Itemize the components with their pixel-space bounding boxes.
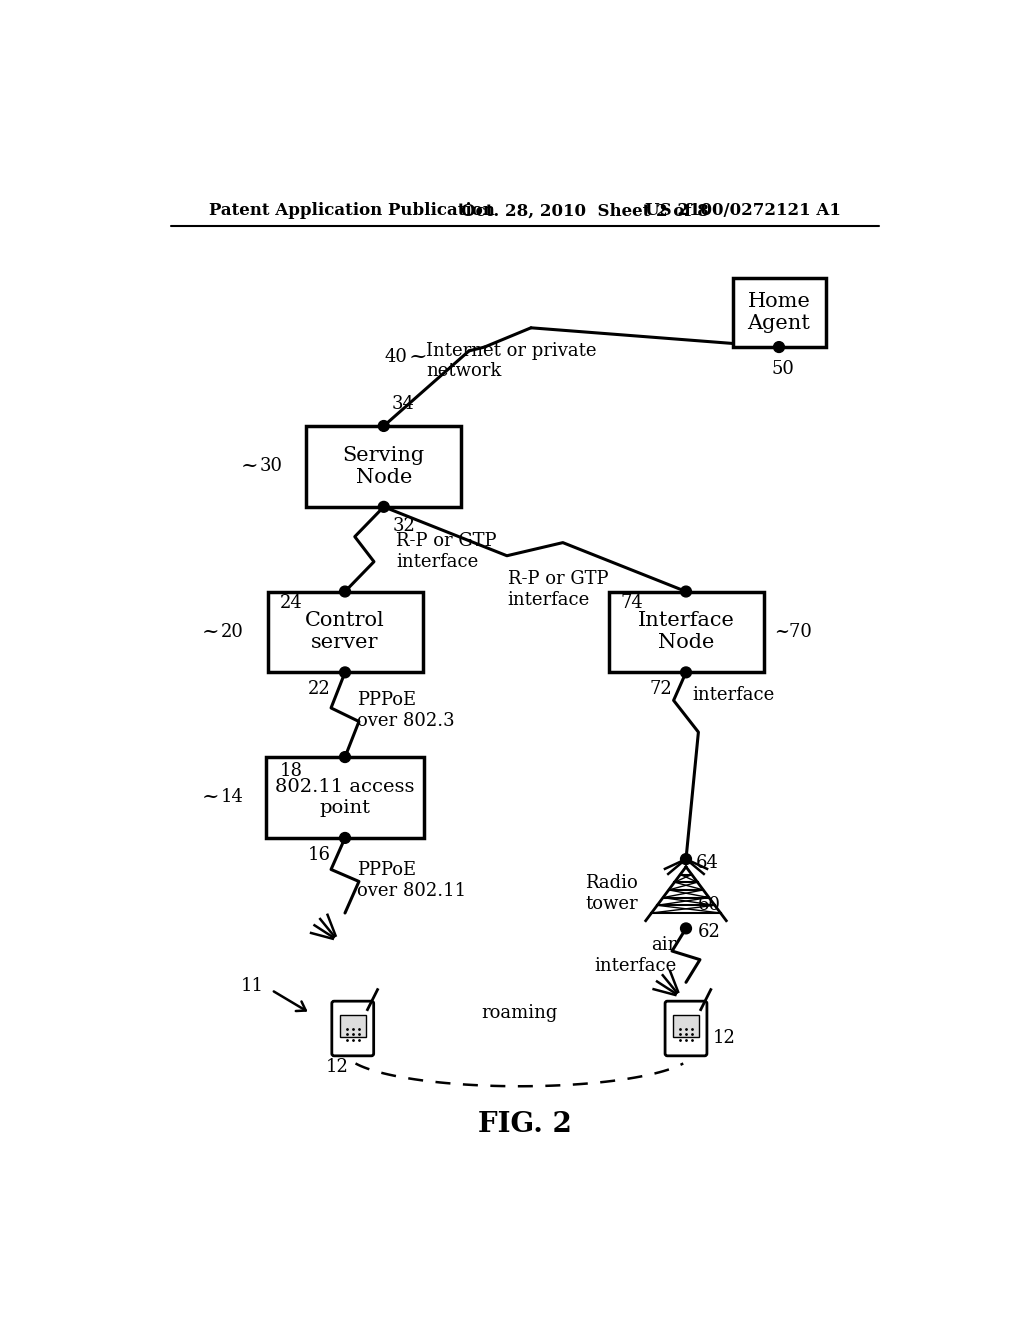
FancyBboxPatch shape <box>665 1001 707 1056</box>
Bar <box>732 277 825 347</box>
Text: 34: 34 <box>391 396 415 413</box>
Text: 30: 30 <box>260 458 283 475</box>
Text: ~: ~ <box>409 346 427 368</box>
Circle shape <box>340 751 350 763</box>
Circle shape <box>340 667 350 677</box>
Text: interface: interface <box>692 686 774 705</box>
Bar <box>306 426 461 507</box>
Text: 72: 72 <box>649 680 672 698</box>
Circle shape <box>773 342 784 352</box>
Text: 24: 24 <box>280 594 302 612</box>
Text: 40: 40 <box>384 348 407 366</box>
Text: Serving
Node: Serving Node <box>343 446 425 487</box>
Text: ~: ~ <box>202 788 219 807</box>
Text: 22: 22 <box>308 680 331 698</box>
Text: Home
Agent: Home Agent <box>748 292 810 333</box>
Bar <box>265 758 424 838</box>
Text: air
interface: air interface <box>595 936 677 974</box>
Text: ~70: ~70 <box>774 623 812 642</box>
Text: 50: 50 <box>771 359 795 378</box>
Text: Radio
tower: Radio tower <box>585 874 638 913</box>
Text: ~: ~ <box>241 457 258 477</box>
Text: 14: 14 <box>221 788 244 807</box>
Text: 74: 74 <box>621 594 643 612</box>
Text: 12: 12 <box>326 1059 349 1076</box>
Text: 12: 12 <box>713 1028 736 1047</box>
Circle shape <box>378 421 389 432</box>
Text: 18: 18 <box>280 762 302 780</box>
Bar <box>673 1015 699 1038</box>
Text: Interface
Node: Interface Node <box>638 611 734 652</box>
Text: 62: 62 <box>697 923 721 941</box>
Circle shape <box>378 502 389 512</box>
Text: Internet or private
network: Internet or private network <box>426 342 597 380</box>
Circle shape <box>681 667 691 677</box>
Circle shape <box>681 854 691 865</box>
Text: PPPoE
over 802.11: PPPoE over 802.11 <box>356 861 466 900</box>
Text: R-P or GTP
interface: R-P or GTP interface <box>508 570 608 609</box>
Circle shape <box>681 923 691 933</box>
Text: PPPoE
over 802.3: PPPoE over 802.3 <box>356 692 455 730</box>
Circle shape <box>340 586 350 597</box>
Text: ~: ~ <box>202 623 219 642</box>
Text: roaming: roaming <box>481 1005 557 1022</box>
Text: 60: 60 <box>697 896 721 915</box>
Text: US 2100/0272121 A1: US 2100/0272121 A1 <box>645 202 841 219</box>
FancyBboxPatch shape <box>332 1001 374 1056</box>
Bar <box>340 1015 366 1038</box>
Text: 20: 20 <box>221 623 244 642</box>
Bar <box>267 591 423 672</box>
Text: 64: 64 <box>695 854 718 873</box>
Text: Patent Application Publication: Patent Application Publication <box>209 202 496 219</box>
Text: Control
server: Control server <box>305 611 385 652</box>
Text: Oct. 28, 2010  Sheet 2 of 8: Oct. 28, 2010 Sheet 2 of 8 <box>461 202 710 219</box>
Text: FIG. 2: FIG. 2 <box>478 1111 571 1138</box>
Circle shape <box>681 586 691 597</box>
Text: 16: 16 <box>308 846 331 863</box>
Text: R-P or GTP
interface: R-P or GTP interface <box>396 532 497 570</box>
Text: 32: 32 <box>393 517 416 535</box>
Circle shape <box>340 833 350 843</box>
Bar <box>608 591 764 672</box>
Text: 11: 11 <box>241 977 263 995</box>
Text: 802.11 access
point: 802.11 access point <box>275 777 415 817</box>
